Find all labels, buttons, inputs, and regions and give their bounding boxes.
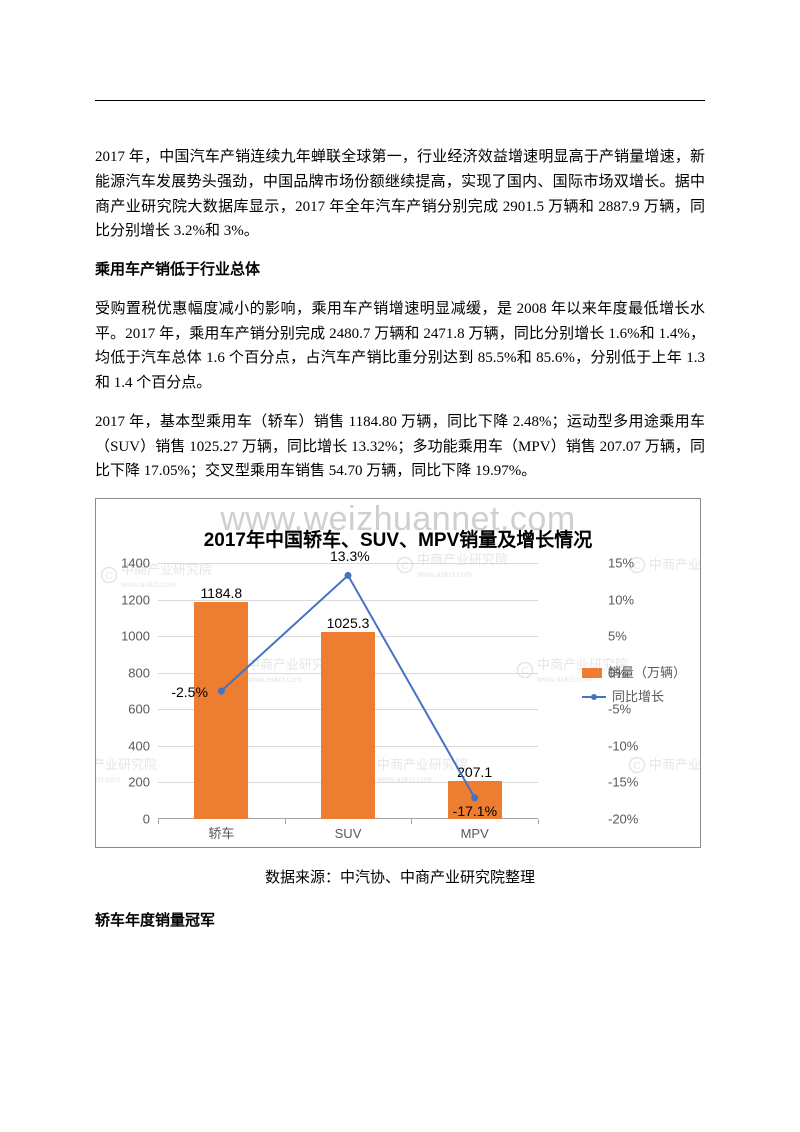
x-tick — [285, 819, 286, 824]
y2-tick-label: -15% — [608, 772, 638, 793]
header-rule — [95, 100, 705, 101]
paragraph-3: 2017 年，基本型乘用车（轿车）销售 1184.80 万辆，同比下降 2.48… — [95, 410, 705, 484]
legend-swatch-line — [582, 696, 606, 698]
y1-tick-label: 1400 — [121, 552, 150, 573]
y2-tick-label: -20% — [608, 808, 638, 829]
watermark-brand-icon: C 中商产业研究院 — [628, 754, 701, 775]
legend-label: 销量（万辆） — [608, 662, 686, 683]
x-tick-label: MPV — [461, 823, 489, 844]
y2-tick-label: 10% — [608, 589, 634, 610]
y1-tick-label: 400 — [128, 735, 150, 756]
paragraph-2: 受购置税优惠幅度减小的影响，乘用车产销增速明显减缓，是 2008 年以来年度最低… — [95, 297, 705, 396]
y1-tick-label: 600 — [128, 699, 150, 720]
x-tick-label: 轿车 — [208, 823, 234, 844]
svg-text:C: C — [633, 559, 641, 571]
document-page: 2017 年，中国汽车产销连续九年蝉联全球第一，行业经济效益增速明显高于产销量增… — [0, 0, 800, 1132]
legend-item-line: 同比增长 — [582, 686, 686, 707]
y1-tick-label: 1200 — [121, 589, 150, 610]
growth-line — [158, 563, 538, 819]
y2-tick-label: -10% — [608, 735, 638, 756]
chart-plot-area: 0200400600800100012001400-20%-15%-10%-5%… — [158, 563, 538, 819]
line-value-label: 13.3% — [330, 545, 370, 568]
legend-label: 同比增长 — [612, 686, 664, 707]
x-tick — [158, 819, 159, 824]
sales-growth-chart: www.weizhuannet.com C 中商产业研究院www.askci.c… — [95, 498, 701, 848]
chart-legend: 销量（万辆） 同比增长 — [582, 659, 686, 711]
y1-tick-label: 800 — [128, 662, 150, 683]
svg-text:C: C — [633, 759, 641, 771]
section-heading-2: 轿车年度销量冠军 — [95, 909, 705, 934]
chart-caption: 数据来源：中汽协、中商产业研究院整理 — [95, 866, 705, 891]
brand-c-icon: C — [100, 566, 118, 584]
legend-item-bar: 销量（万辆） — [582, 662, 686, 683]
y2-tick-label: 15% — [608, 552, 634, 573]
legend-swatch-bar — [582, 668, 602, 678]
line-value-label: -17.1% — [453, 800, 497, 823]
y1-tick-label: 200 — [128, 772, 150, 793]
section-heading-1: 乘用车产销低于行业总体 — [95, 258, 705, 283]
y2-tick-label: 5% — [608, 625, 627, 646]
y1-tick-label: 1000 — [121, 625, 150, 646]
watermark-brand-icon: C 中商产业研究院 — [628, 554, 701, 575]
x-tick — [411, 819, 412, 824]
svg-text:C: C — [105, 570, 113, 582]
x-tick — [538, 819, 539, 824]
paragraph-intro: 2017 年，中国汽车产销连续九年蝉联全球第一，行业经济效益增速明显高于产销量增… — [95, 145, 705, 244]
line-value-label: -2.5% — [171, 681, 208, 704]
y1-tick-label: 0 — [143, 808, 150, 829]
x-tick-label: SUV — [335, 823, 362, 844]
